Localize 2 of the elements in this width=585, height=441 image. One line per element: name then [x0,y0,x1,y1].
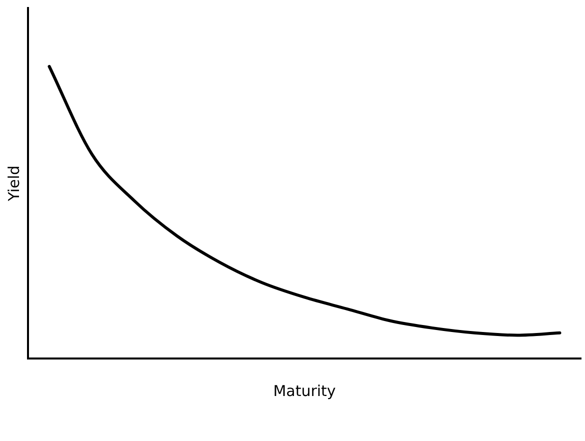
y-axis-title: Yield [4,165,23,202]
x-axis-title: Maturity [273,382,336,400]
